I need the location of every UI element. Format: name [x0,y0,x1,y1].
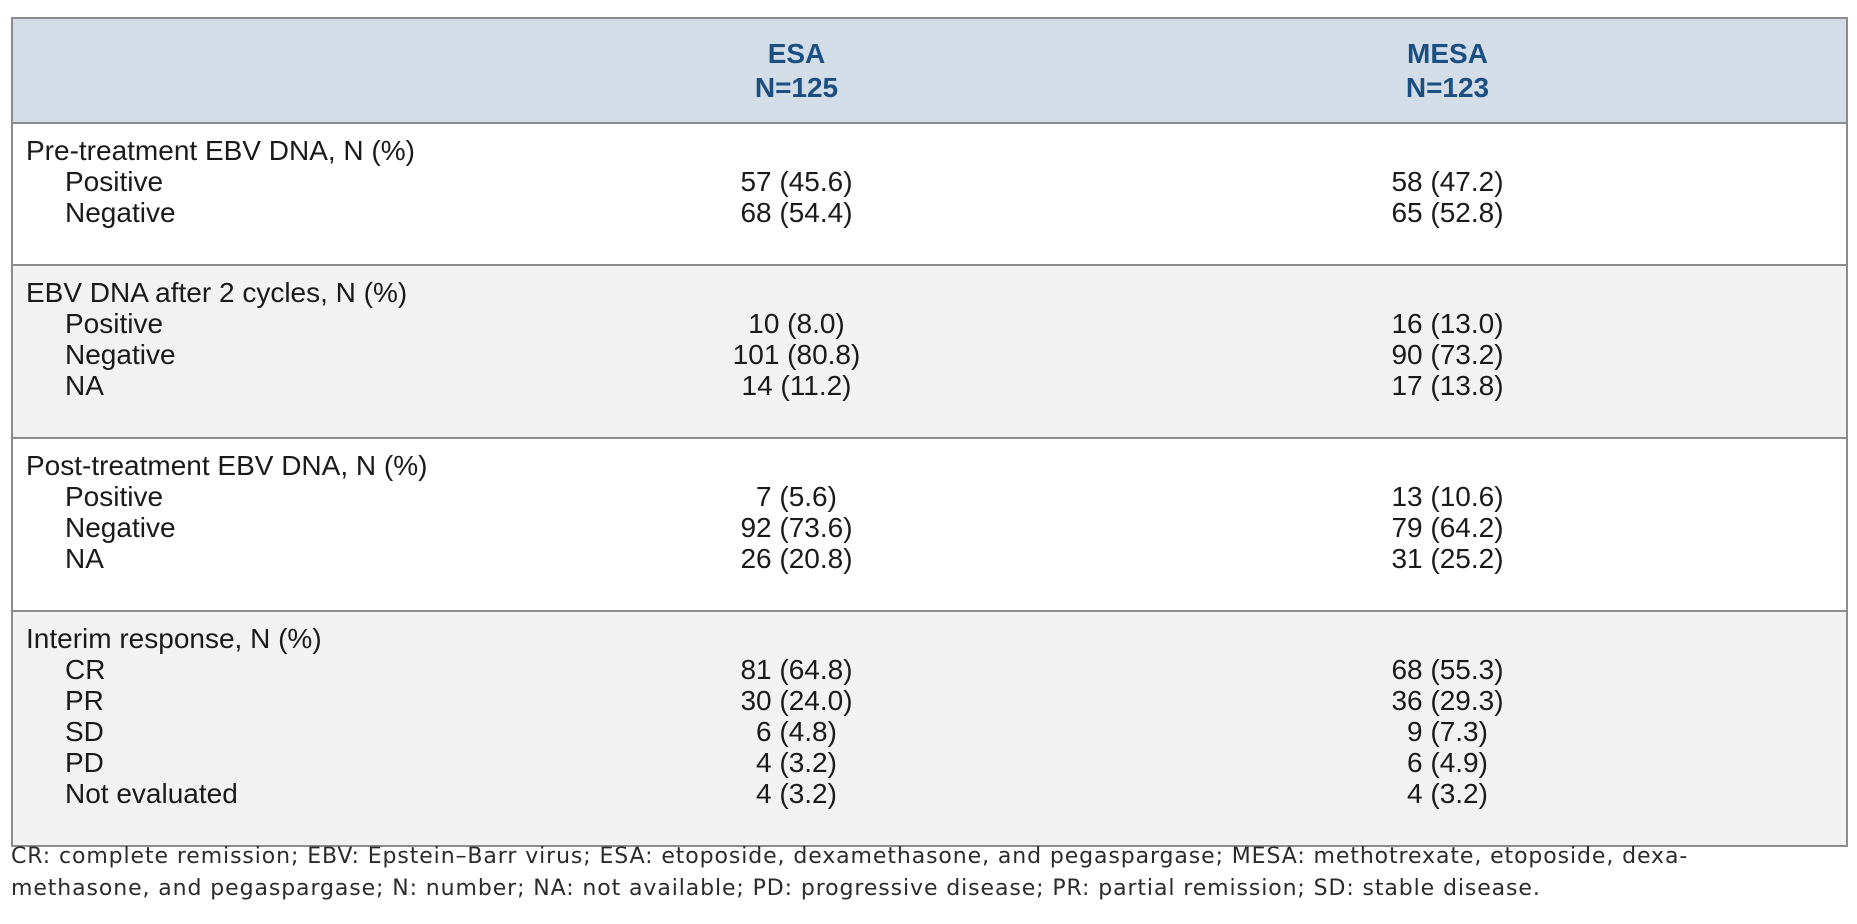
row-label-cell: Positive [12,481,544,512]
esa-group-name: ESA [767,37,826,69]
mesa-value-cell: 90 (73.2) [1049,339,1847,370]
esa-group-n: N=125 [754,71,839,103]
esa-value-cell: 92 (73.6) [544,512,1049,543]
table-row: NA 14 (11.2) 17 (13.8) [12,370,1847,438]
mesa-value-cell: 13 (10.6) [1049,481,1847,512]
table-row: Positive 57 (45.6) 58 (47.2) [12,166,1847,197]
table-row: PR 30 (24.0) 36 (29.3) [12,685,1847,716]
mesa-value-cell: 36 (29.3) [1049,685,1847,716]
row-label-cell: Positive [12,166,544,197]
section-posttreatment-ebv-dna: Post-treatment EBV DNA, N (%) Positive 7… [12,438,1847,611]
table-row: NA 26 (20.8) 31 (25.2) [12,543,1847,611]
table-row: Positive 10 (8.0) 16 (13.0) [12,308,1847,339]
section-label-cell: Pre-treatment EBV DNA, N (%) [12,123,544,166]
mesa-value-cell: 58 (47.2) [1049,166,1847,197]
esa-value-cell: 101 (80.8) [544,339,1049,370]
row-label-cell: Positive [12,308,544,339]
esa-value-cell: 6 (4.8) [544,716,1049,747]
table-row: SD 6 (4.8) 9 (7.3) [12,716,1847,747]
row-label-cell: CR [12,654,544,685]
esa-value-cell: 4 (3.2) [544,747,1049,778]
table-row: Negative 92 (73.6) 79 (64.2) [12,512,1847,543]
mesa-value-cell: 6 (4.9) [1049,747,1847,778]
row-label-cell: Negative [12,339,544,370]
mesa-value-cell: 16 (13.0) [1049,308,1847,339]
mesa-value-cell: 79 (64.2) [1049,512,1847,543]
row-label-cell: Not evaluated [12,778,544,846]
mesa-value-cell [1049,123,1847,166]
mesa-group-n: N=123 [1405,71,1490,103]
table-header: ESA N=125 MESA N=123 [12,18,1847,123]
esa-value-cell [544,123,1049,166]
mesa-value-cell: 17 (13.8) [1049,370,1847,438]
esa-value-cell: 30 (24.0) [544,685,1049,716]
esa-value-cell [544,438,1049,481]
row-label-cell: NA [12,370,544,438]
esa-value-cell: 4 (3.2) [544,778,1049,846]
section-pretreatment-ebv-dna: Pre-treatment EBV DNA, N (%) Positive 57… [12,123,1847,265]
row-label-cell: PR [12,685,544,716]
mesa-value-cell [1049,611,1847,654]
mesa-group-name: MESA [1407,37,1488,69]
table-row: Not evaluated 4 (3.2) 4 (3.2) [12,778,1847,846]
row-label-cell: Negative [12,197,544,265]
table-row: Positive 7 (5.6) 13 (10.6) [12,481,1847,512]
mesa-value-cell [1049,438,1847,481]
table-row: PD 4 (3.2) 6 (4.9) [12,747,1847,778]
table-row: Negative 68 (54.4) 65 (52.8) [12,197,1847,265]
esa-value-cell: 14 (11.2) [544,370,1049,438]
section-label-row: Pre-treatment EBV DNA, N (%) [12,123,1847,166]
section-label-cell: EBV DNA after 2 cycles, N (%) [12,265,544,308]
mesa-value-cell: 9 (7.3) [1049,716,1847,747]
section-label-cell: Post-treatment EBV DNA, N (%) [12,438,544,481]
row-label-cell: Negative [12,512,544,543]
mesa-value-cell: 65 (52.8) [1049,197,1847,265]
esa-value-cell [544,611,1049,654]
section-label-row: EBV DNA after 2 cycles, N (%) [12,265,1847,308]
section-ebv-dna-after-2-cycles: EBV DNA after 2 cycles, N (%) Positive 1… [12,265,1847,438]
section-label-row: Interim response, N (%) [12,611,1847,654]
ebv-dna-response-table: ESA N=125 MESA N=123 Pre-treatment EBV D… [11,17,1848,847]
row-label-cell: SD [12,716,544,747]
table-row: Negative 101 (80.8) 90 (73.2) [12,339,1847,370]
table-row: CR 81 (64.8) 68 (55.3) [12,654,1847,685]
row-label-cell: PD [12,747,544,778]
mesa-value-cell: 31 (25.2) [1049,543,1847,611]
header-row: ESA N=125 MESA N=123 [12,18,1847,123]
esa-value-cell: 26 (20.8) [544,543,1049,611]
mesa-value-cell: 68 (55.3) [1049,654,1847,685]
footnote-line-2: methasone, and pegaspargase; N: number; … [11,876,1541,901]
footnote-line-1: CR: complete remission; EBV: Epstein–Bar… [11,844,1689,869]
esa-value-cell: 68 (54.4) [544,197,1049,265]
esa-value-cell: 10 (8.0) [544,308,1049,339]
column-header-esa: ESA N=125 [544,18,1049,123]
esa-value-cell [544,265,1049,308]
mesa-value-cell: 4 (3.2) [1049,778,1847,846]
header-empty-cell [12,18,544,123]
column-header-mesa: MESA N=123 [1049,18,1847,123]
section-interim-response: Interim response, N (%) CR 81 (64.8) 68 … [12,611,1847,846]
mesa-value-cell [1049,265,1847,308]
section-label-cell: Interim response, N (%) [12,611,544,654]
table-footnote: CR: complete remission; EBV: Epstein–Bar… [11,841,1851,905]
row-label-cell: NA [12,543,544,611]
esa-value-cell: 81 (64.8) [544,654,1049,685]
section-label-row: Post-treatment EBV DNA, N (%) [12,438,1847,481]
esa-value-cell: 7 (5.6) [544,481,1049,512]
esa-value-cell: 57 (45.6) [544,166,1049,197]
